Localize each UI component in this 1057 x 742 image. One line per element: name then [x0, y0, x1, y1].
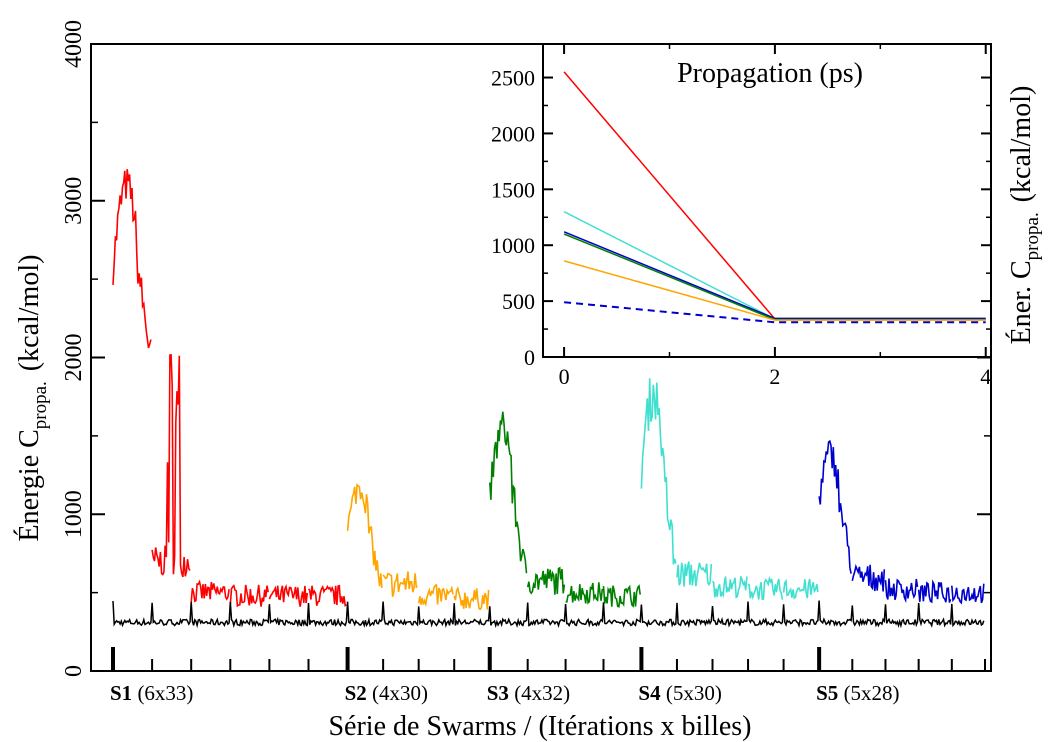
main-x-ticks [111, 647, 986, 671]
inset-series-line [563, 231, 986, 320]
inset-series-line [563, 260, 986, 321]
baseline-line [112, 600, 985, 629]
series-line-s3 [526, 566, 566, 595]
inset-x-tick-label: 2 [769, 364, 780, 389]
inset-x-tick-label: 0 [559, 364, 570, 389]
series-group-label: S4 (5x30) [638, 681, 721, 705]
inset-y-title-main: Éner. C [1006, 260, 1037, 344]
main-series [112, 169, 985, 629]
series-line-s1 [268, 584, 309, 607]
inset-y-title-sub: propa. [1022, 212, 1043, 260]
series-line-s5 [884, 578, 919, 604]
main-y-title-unit: (kcal/mol) [14, 255, 45, 372]
main-y-tick-label: 0 [61, 665, 87, 677]
series-group-labels: S1 (6x33) S2 (4x30) S3 (4x32) S4 (5x30) S5 (… [110, 681, 900, 705]
series-line-s5 [851, 563, 886, 592]
main-x-axis-title: Série de Swarms / (Itérations x billes) [328, 711, 751, 742]
series-line-s4 [640, 378, 677, 565]
series-line-s3 [602, 584, 641, 608]
inset-y-axis-title: Éner. Cpropa. (kcal/mol) [1006, 86, 1043, 345]
series-line-s4 [711, 576, 748, 599]
main-y-axis-title: Énergie Cpropa. (kcal/mol) [14, 255, 51, 542]
main-y-tick-label: 2000 [61, 334, 87, 382]
series-line-s4 [782, 578, 819, 600]
main-y-tick-label: 4000 [61, 20, 87, 68]
inset-plot-frame [542, 43, 992, 358]
main-y-title-main: Énergie C [14, 429, 45, 541]
inset-y-tick-label: 2500 [491, 66, 535, 91]
series-group-label: S5 (5x28) [816, 681, 899, 705]
series-line-s4 [676, 561, 713, 587]
series-line-s5 [917, 579, 952, 604]
series-line-s1 [307, 584, 347, 607]
series-line-s5 [951, 583, 985, 605]
series-line-s2 [453, 586, 490, 611]
series-line-s5 [818, 439, 852, 574]
inset-series-line [564, 301, 986, 324]
series-group-label: S3 (4x32) [487, 681, 570, 705]
series-line-s3 [565, 582, 604, 605]
main-y-tick-label: 1000 [61, 490, 87, 538]
series-line-s3 [489, 411, 528, 574]
inset-y-tick-label: 1500 [491, 177, 535, 202]
series-line-s2 [382, 571, 418, 598]
inset-ticks: 0 500 1000 1500 2000 2500 0 2 4 [491, 44, 991, 389]
series-line-s4 [747, 575, 784, 601]
main-y-title-sub: propa. [30, 381, 51, 429]
inset-y-tick-label: 500 [502, 289, 535, 314]
series-line-s1 [112, 169, 152, 349]
inset-y-tick-label: 2000 [491, 121, 535, 146]
inset-title: Propagation (ps) [677, 58, 863, 89]
series-line-s1 [190, 579, 230, 603]
series-group-label: S2 (4x30) [345, 681, 428, 705]
inset-y-title-unit: (kcal/mol) [1006, 86, 1037, 203]
series-line-s2 [417, 583, 454, 608]
series-group-label: S1 (6x33) [110, 681, 193, 705]
series-line-s2 [346, 483, 383, 588]
inset-y-tick-label: 0 [524, 345, 535, 370]
series-line-s1 [229, 584, 269, 608]
inset-y-tick-label: 1000 [491, 233, 535, 258]
inset-series [563, 71, 986, 324]
series-line-s1 [151, 353, 191, 578]
inset-x-tick-label: 4 [980, 364, 991, 389]
main-y-tick-label: 3000 [61, 177, 87, 225]
